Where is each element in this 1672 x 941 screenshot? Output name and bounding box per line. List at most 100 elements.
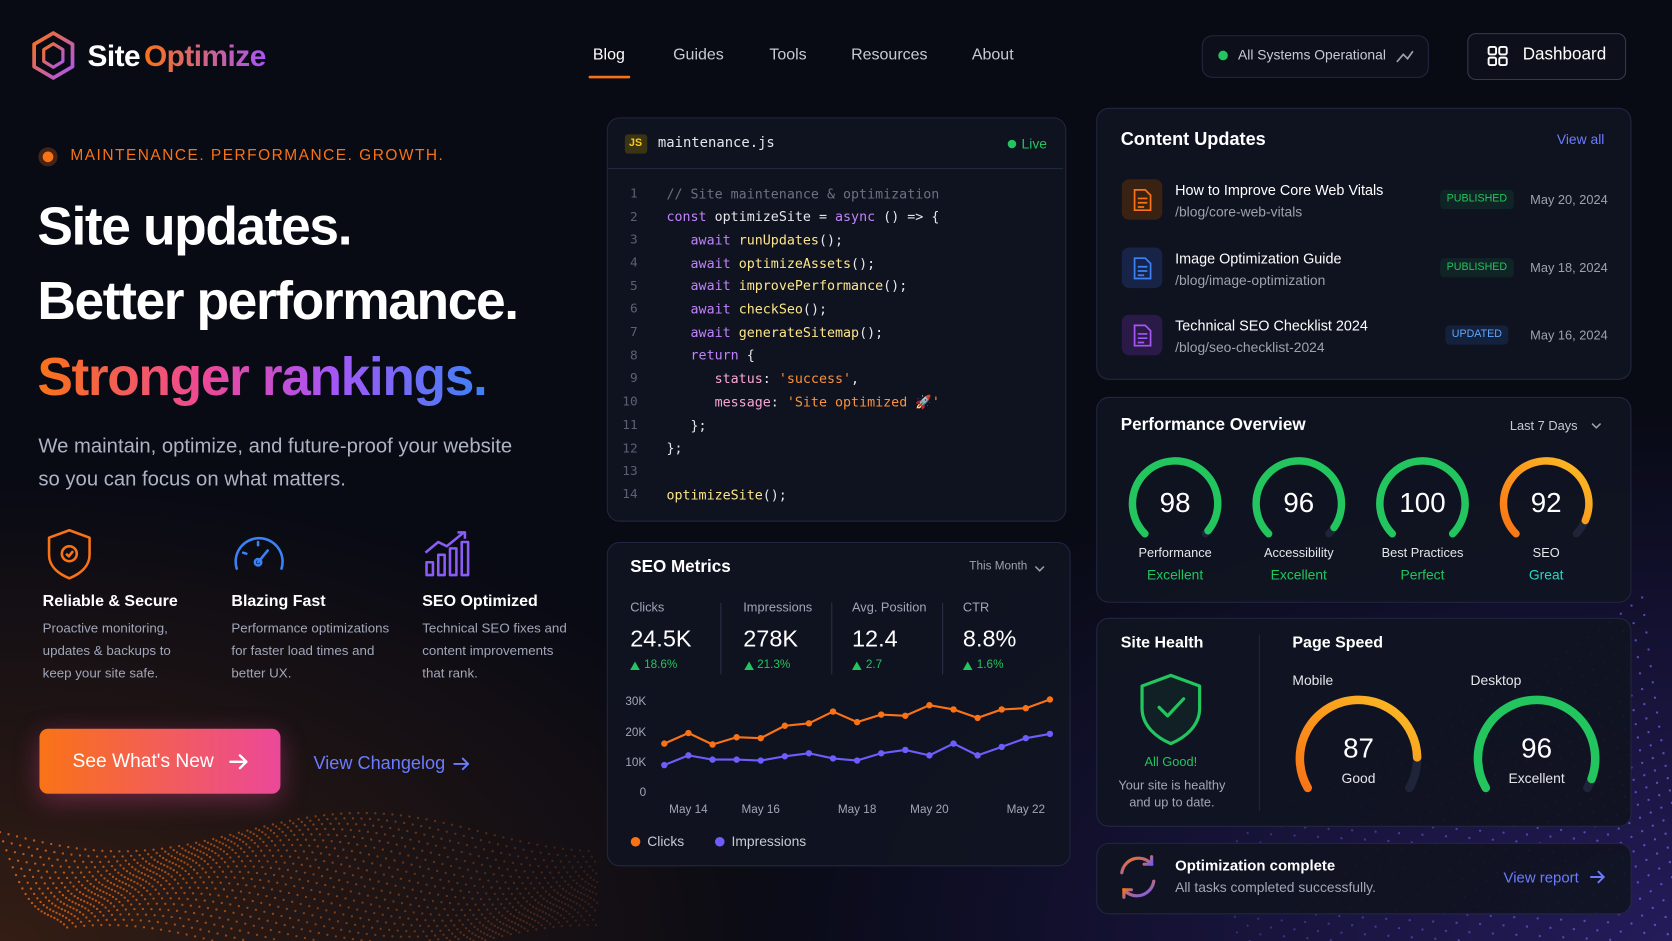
bg-dot <box>125 924 129 927</box>
logo-part[interactable] <box>42 42 65 69</box>
view-all[interactable]: View all <box>1556 131 1605 148</box>
hero-title: Site updates. <box>37 196 352 257</box>
nav-link[interactable]: About <box>971 45 1014 65</box>
changelog-link[interactable]: View Changelog <box>313 753 446 774</box>
bg-dot <box>160 897 164 900</box>
bg-dot <box>27 846 30 849</box>
bg-dot <box>71 900 74 903</box>
bg-dot <box>380 889 383 892</box>
bg-dot <box>28 868 32 872</box>
bg-dot <box>547 893 551 896</box>
bg-dot <box>588 889 591 893</box>
bg-dot <box>453 924 456 927</box>
bg-dot <box>1340 837 1343 840</box>
bg-dot <box>233 842 236 845</box>
speed-icon <box>234 536 284 570</box>
update-path: /blog/image-optimization <box>1175 272 1326 289</box>
bg-dot <box>306 880 310 883</box>
bg-dot <box>582 886 585 889</box>
update-title[interactable]: Image Optimization Guide <box>1175 250 1342 267</box>
bg-dot <box>489 935 492 938</box>
bg-dot <box>595 880 599 884</box>
bg-dot <box>110 888 114 891</box>
logo-part[interactable] <box>32 31 75 80</box>
bg-dot <box>131 886 134 889</box>
bg-dot <box>266 860 269 863</box>
line-number: 4 <box>629 254 638 270</box>
bg-dot <box>1651 681 1654 684</box>
report-link[interactable]: View report <box>1503 868 1579 886</box>
bg-dot <box>490 886 493 889</box>
update-title[interactable]: How to Improve Core Web Vitals <box>1175 182 1384 199</box>
series-point <box>853 718 861 726</box>
changelog-arrow[interactable] <box>453 757 470 771</box>
bg-dot <box>1269 926 1273 929</box>
bg-dot <box>1643 702 1646 706</box>
bg-dot <box>209 866 213 869</box>
bg-dot <box>87 909 90 912</box>
bg-dot <box>89 903 92 906</box>
bg-dot <box>544 845 548 848</box>
bg-dot <box>1350 829 1354 832</box>
bg-dot <box>292 926 295 929</box>
bg-dot <box>263 910 266 913</box>
bg-dot <box>1455 827 1458 831</box>
bg-dot <box>264 833 267 836</box>
bg-dot <box>246 829 249 832</box>
speed-value: 87 <box>1343 732 1374 765</box>
bg-dot <box>240 833 244 836</box>
bg-dot <box>566 920 569 923</box>
nav-link[interactable]: Tools <box>769 45 807 65</box>
bg-dot <box>381 848 384 851</box>
status-text[interactable]: All Systems Operational <box>1238 47 1386 64</box>
bg-dot <box>351 817 355 820</box>
bg-dot <box>74 876 77 879</box>
bg-dot <box>101 849 104 853</box>
bg-dot <box>1363 838 1367 841</box>
bg-dot <box>287 891 291 895</box>
bg-dot <box>1338 914 1341 918</box>
bg-dot <box>150 907 153 911</box>
nav-link[interactable]: Blog <box>592 45 625 65</box>
bg-dot <box>41 841 44 844</box>
bg-dot <box>1327 922 1330 925</box>
cta-label[interactable]: See What's New <box>72 750 214 772</box>
bg-dot <box>206 841 210 844</box>
bg-dot <box>61 852 65 855</box>
bg-dot <box>230 870 233 873</box>
bg-dot <box>107 860 110 863</box>
bg-dot <box>309 865 312 868</box>
nav-link[interactable]: Resources <box>851 45 928 65</box>
bg-dot <box>124 859 127 862</box>
update-title[interactable]: Technical SEO Checklist 2024 <box>1175 317 1368 334</box>
bg-dot <box>449 864 453 868</box>
bg-dot <box>527 892 531 895</box>
performance-period[interactable]: Last 7 Days <box>1509 418 1578 433</box>
bg-dot <box>279 839 282 842</box>
bg-dot <box>559 914 563 917</box>
bg-dot <box>577 923 581 927</box>
bg-dot <box>88 919 91 923</box>
bg-dot <box>111 895 115 899</box>
bg-dot <box>91 875 94 878</box>
bg-dot <box>106 899 109 902</box>
bg-dot <box>201 845 204 848</box>
report-arrow[interactable] <box>1590 870 1605 884</box>
score-label: SEO <box>1532 544 1560 560</box>
dashboard-label[interactable]: Dashboard <box>1522 46 1607 65</box>
bg-dot <box>1636 803 1640 806</box>
bg-dot <box>353 923 357 926</box>
bg-dot <box>110 864 114 868</box>
bg-dot <box>261 865 264 869</box>
bg-dot <box>109 850 113 853</box>
nav-link[interactable]: Guides <box>673 45 724 65</box>
logo[interactable] <box>32 31 75 80</box>
cta-arrow[interactable] <box>229 754 248 770</box>
bg-dot <box>1645 631 1648 634</box>
bg-dot <box>538 882 541 885</box>
bg-dot <box>341 888 344 891</box>
bg-dot <box>445 830 448 833</box>
bg-dot <box>433 885 437 888</box>
bg-dot <box>386 841 390 844</box>
bg-dot <box>83 924 86 927</box>
